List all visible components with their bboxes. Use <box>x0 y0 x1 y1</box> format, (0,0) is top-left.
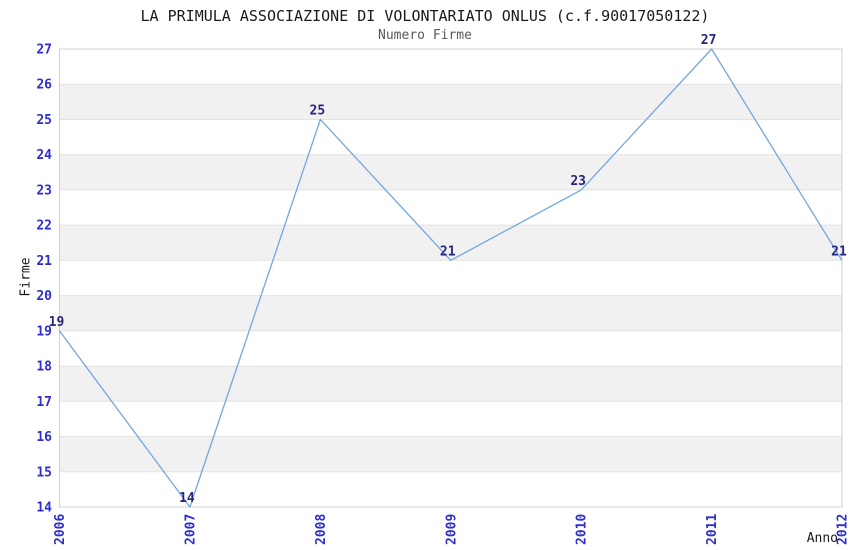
x-axis-title: Anno <box>806 531 838 546</box>
data-point-label: 14 <box>179 491 195 506</box>
y-tick-label: 18 <box>36 360 52 375</box>
y-tick-label: 15 <box>36 465 52 480</box>
y-tick-label: 26 <box>36 78 52 93</box>
y-tick-label: 20 <box>36 289 52 304</box>
background-band <box>59 295 842 331</box>
data-point-label: 25 <box>310 103 326 118</box>
y-tick-label: 22 <box>36 219 52 234</box>
x-tick-label: 2007 <box>183 514 198 545</box>
y-tick-label: 23 <box>36 183 52 198</box>
x-tick-label: 2008 <box>314 514 329 545</box>
data-point-label: 27 <box>701 33 717 48</box>
x-tick-label: 2010 <box>575 514 590 545</box>
data-line <box>58 48 843 508</box>
y-tick-label: 14 <box>36 501 52 516</box>
chart-title: LA PRIMULA ASSOCIAZIONE DI VOLONTARIATO … <box>140 7 710 25</box>
y-tick-label: 19 <box>36 324 52 339</box>
y-tick-label: 27 <box>36 43 52 58</box>
background-band <box>59 84 842 120</box>
y-tick-label: 25 <box>36 113 52 128</box>
y-tick-label: 16 <box>36 430 52 445</box>
background-band <box>59 225 842 261</box>
background-band <box>59 154 842 190</box>
data-point-label: 23 <box>570 174 586 189</box>
y-tick-label: 21 <box>36 254 52 269</box>
x-tick-label: 2011 <box>705 514 720 545</box>
data-point-label: 21 <box>831 244 847 259</box>
data-point-label: 19 <box>49 315 65 330</box>
chart-subtitle: Numero Firme <box>378 28 472 43</box>
y-tick-label: 17 <box>36 395 52 410</box>
background-band <box>59 366 842 402</box>
x-tick-label: 2009 <box>444 514 459 545</box>
plot-border <box>59 48 843 508</box>
y-tick-label: 24 <box>36 148 52 163</box>
x-tick-label: 2006 <box>53 514 68 545</box>
data-point-label: 21 <box>440 244 456 259</box>
background-band <box>59 436 842 472</box>
x-tick-label: 2012 <box>836 514 850 545</box>
